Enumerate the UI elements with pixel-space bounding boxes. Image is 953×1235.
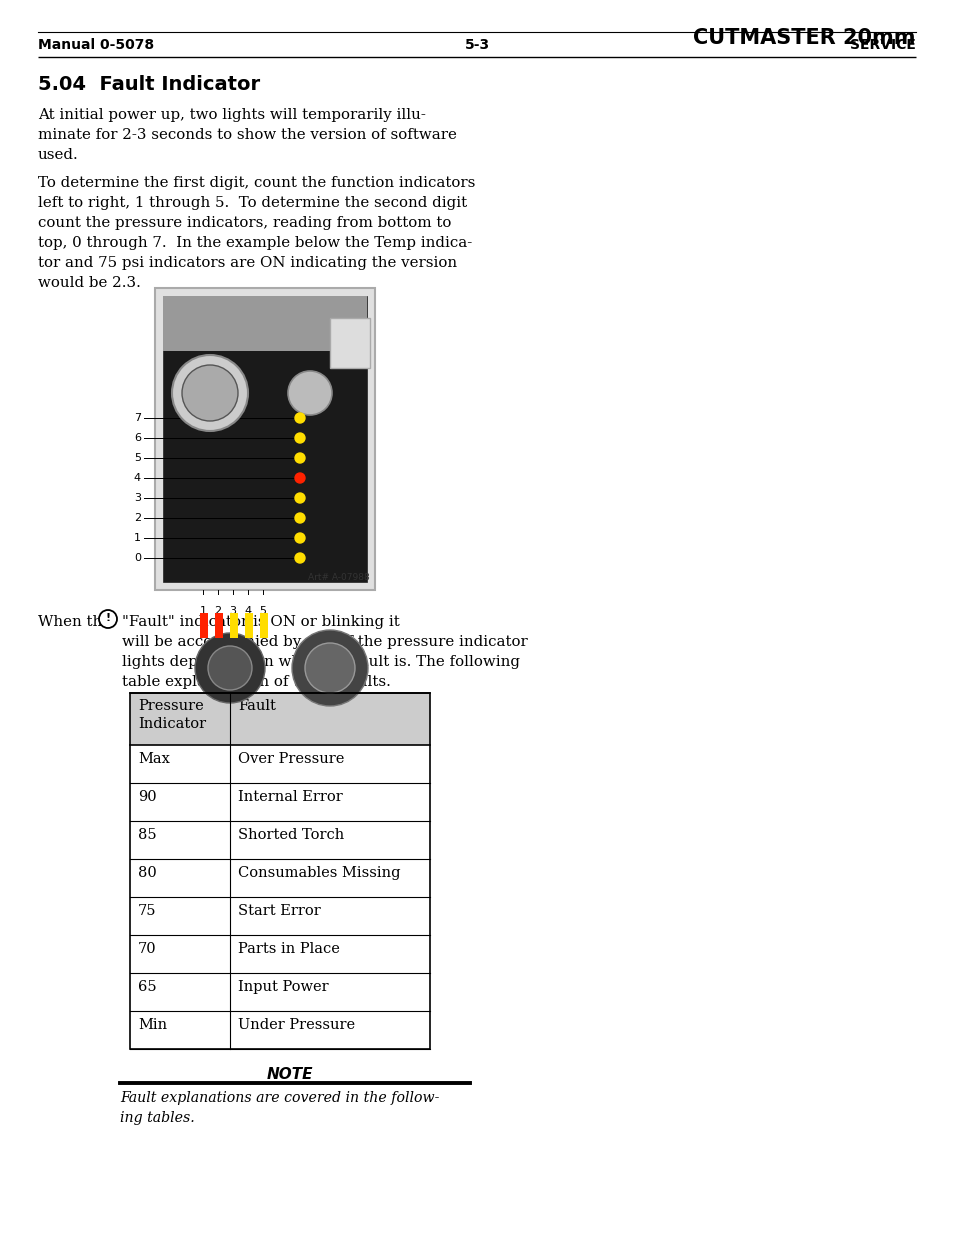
Text: To determine the first digit, count the function indicators
left to right, 1 thr: To determine the first digit, count the … <box>38 177 475 290</box>
Text: 4: 4 <box>133 473 141 483</box>
Text: 5: 5 <box>259 606 266 616</box>
Text: Art# A-07988: Art# A-07988 <box>308 573 370 582</box>
Text: Shorted Torch: Shorted Torch <box>237 827 344 842</box>
Text: At initial power up, two lights will temporarily illu-
minate for 2-3 seconds to: At initial power up, two lights will tem… <box>38 107 456 162</box>
Circle shape <box>194 634 265 703</box>
Text: 5: 5 <box>133 453 141 463</box>
Text: 90: 90 <box>138 790 156 804</box>
Circle shape <box>294 433 305 443</box>
Text: 5-3: 5-3 <box>464 38 489 52</box>
Bar <box>130 935 430 973</box>
Bar <box>130 783 430 821</box>
Circle shape <box>294 473 305 483</box>
Bar <box>163 296 367 351</box>
Circle shape <box>99 610 117 629</box>
Circle shape <box>294 412 305 424</box>
Bar <box>214 613 223 638</box>
Text: Max: Max <box>138 752 170 766</box>
Text: 3: 3 <box>133 493 141 503</box>
Text: 85: 85 <box>138 827 156 842</box>
Text: 1: 1 <box>133 534 141 543</box>
Text: 65: 65 <box>138 981 156 994</box>
Text: "Fault" indicator is ON or blinking it
will be accompanied by one of the pressur: "Fault" indicator is ON or blinking it w… <box>122 615 527 689</box>
Text: 70: 70 <box>138 942 156 956</box>
Circle shape <box>305 643 355 693</box>
Circle shape <box>288 370 332 415</box>
Text: 6: 6 <box>133 433 141 443</box>
Bar <box>130 693 430 745</box>
Text: When the: When the <box>38 615 111 629</box>
Text: CUTMASTER 20mm: CUTMASTER 20mm <box>693 28 915 48</box>
Text: Fault: Fault <box>237 699 275 713</box>
Text: 5.04  Fault Indicator: 5.04 Fault Indicator <box>38 75 260 94</box>
Bar <box>260 613 268 638</box>
Text: 4: 4 <box>244 606 252 616</box>
Text: 80: 80 <box>138 866 156 881</box>
Circle shape <box>294 493 305 503</box>
Bar <box>130 860 430 897</box>
Bar <box>130 821 430 860</box>
Text: 0: 0 <box>133 553 141 563</box>
Text: SERVICE: SERVICE <box>849 38 915 52</box>
Text: Internal Error: Internal Error <box>237 790 342 804</box>
Circle shape <box>294 534 305 543</box>
Text: Over Pressure: Over Pressure <box>237 752 344 766</box>
Bar <box>154 288 375 590</box>
Text: 3: 3 <box>230 606 236 616</box>
Text: !: ! <box>106 613 111 622</box>
Circle shape <box>292 630 368 706</box>
Text: Manual 0-5078: Manual 0-5078 <box>38 38 154 52</box>
Circle shape <box>172 354 248 431</box>
Bar <box>130 897 430 935</box>
Text: Min: Min <box>138 1018 167 1032</box>
Circle shape <box>294 553 305 563</box>
Circle shape <box>182 366 237 421</box>
Text: Under Pressure: Under Pressure <box>237 1018 355 1032</box>
Text: 2: 2 <box>133 513 141 522</box>
Circle shape <box>294 513 305 522</box>
Circle shape <box>294 453 305 463</box>
Bar <box>245 613 253 638</box>
Text: NOTE: NOTE <box>267 1067 313 1082</box>
Text: Consumables Missing: Consumables Missing <box>237 866 400 881</box>
Text: Parts in Place: Parts in Place <box>237 942 339 956</box>
Bar <box>163 296 367 582</box>
Text: Pressure
Indicator: Pressure Indicator <box>138 699 206 731</box>
Bar <box>130 693 430 1049</box>
Text: Input Power: Input Power <box>237 981 328 994</box>
Bar <box>200 613 208 638</box>
Text: 7: 7 <box>133 412 141 424</box>
Bar <box>230 613 237 638</box>
Bar <box>130 973 430 1011</box>
Bar <box>130 745 430 783</box>
Text: 1: 1 <box>199 606 206 616</box>
Bar <box>130 1011 430 1049</box>
Text: Start Error: Start Error <box>237 904 320 918</box>
Circle shape <box>208 646 252 690</box>
Text: Fault explanations are covered in the follow-
ing tables.: Fault explanations are covered in the fo… <box>120 1091 439 1125</box>
Text: 75: 75 <box>138 904 156 918</box>
Bar <box>330 317 370 368</box>
Text: 2: 2 <box>214 606 221 616</box>
